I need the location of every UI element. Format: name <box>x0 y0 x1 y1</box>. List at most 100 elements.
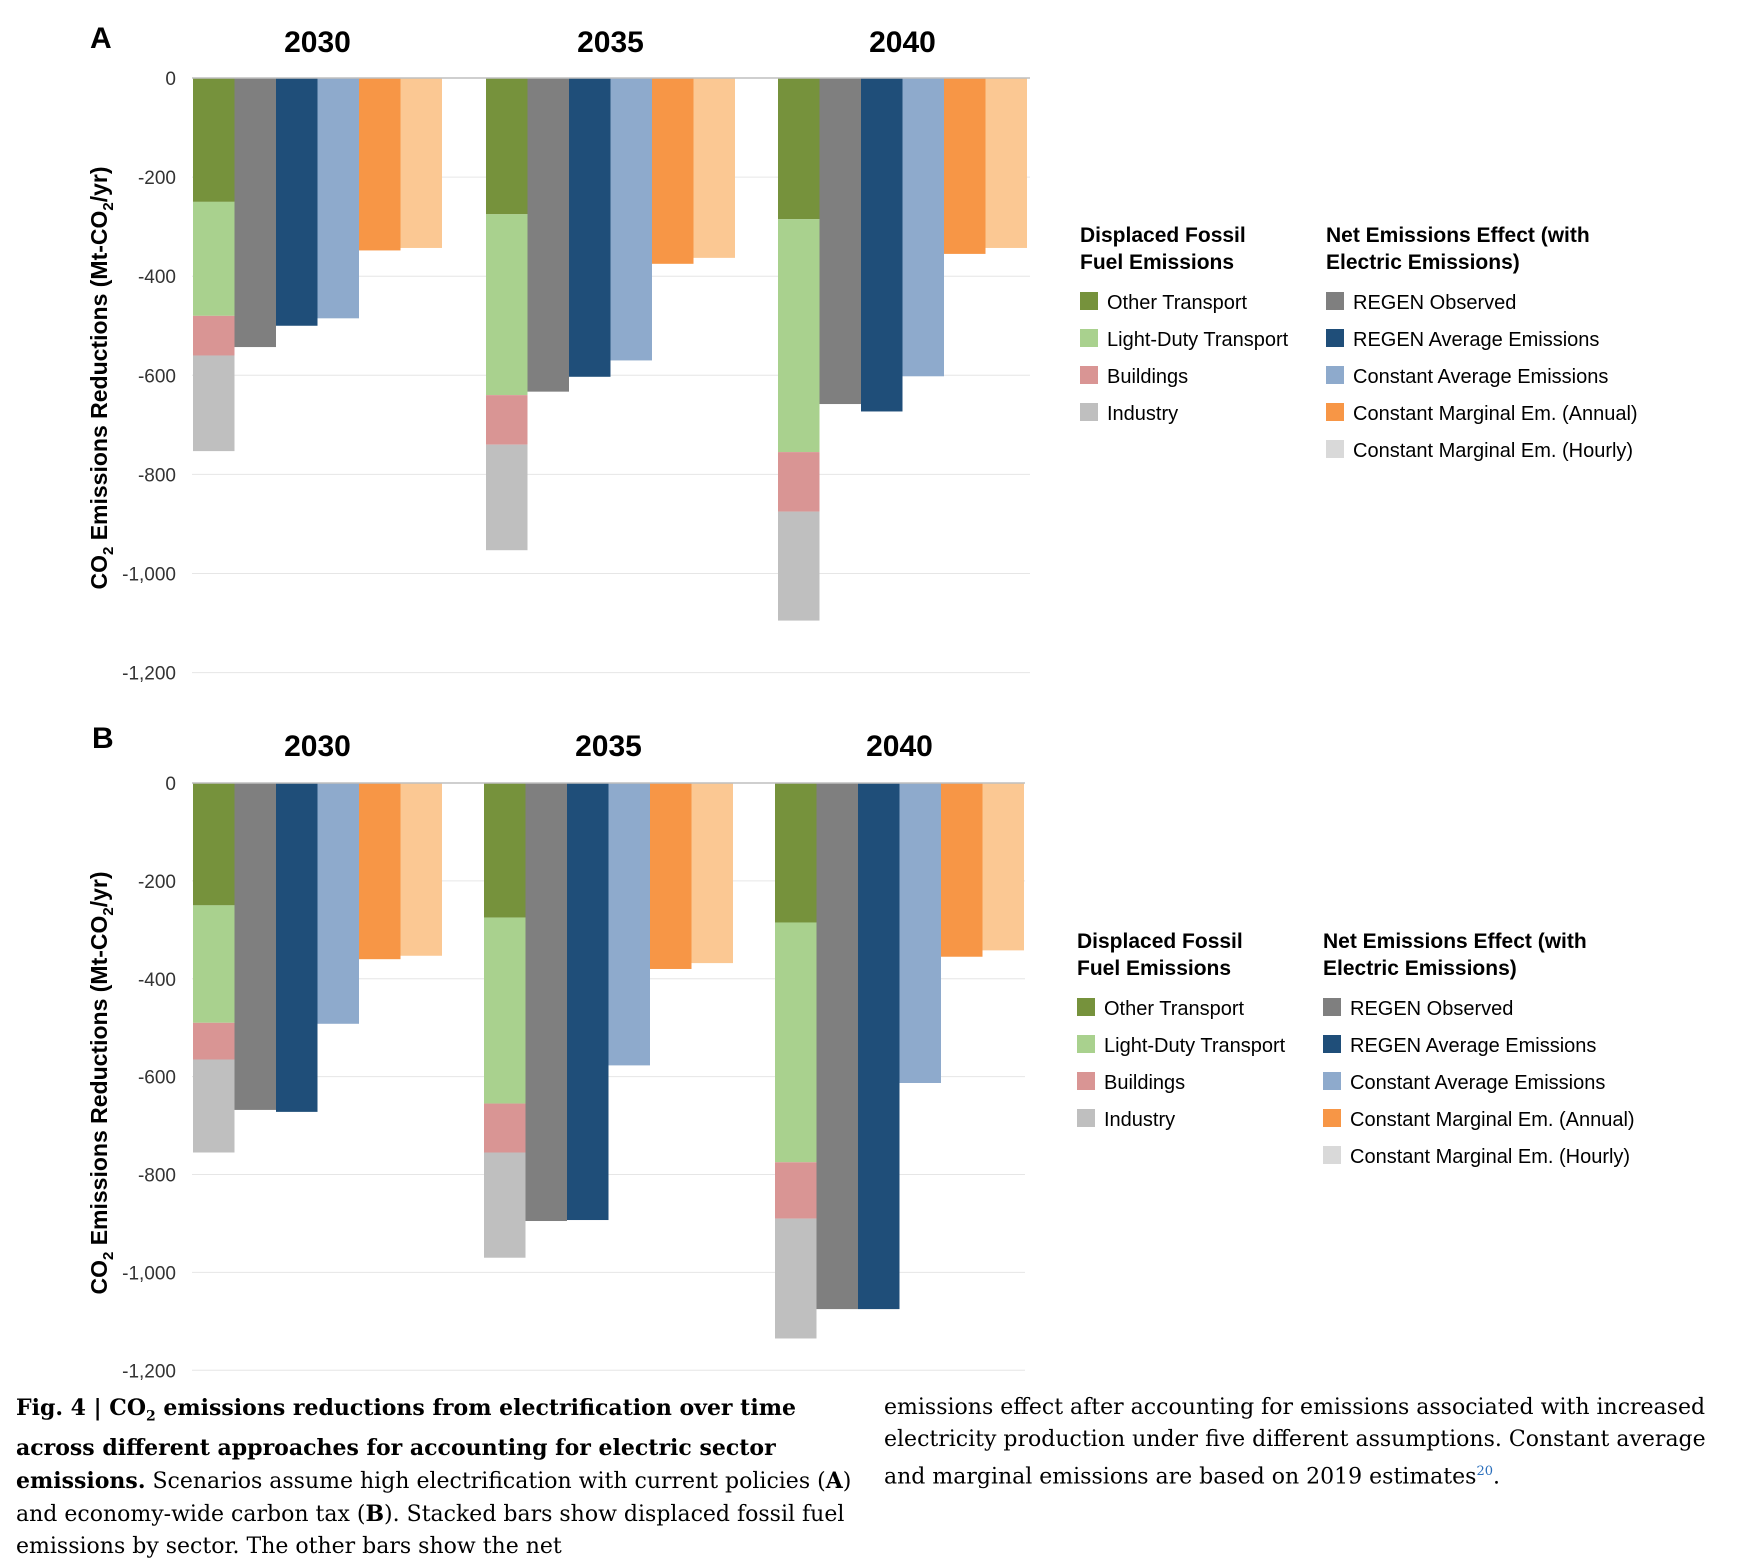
panel-letter: A <box>90 22 112 55</box>
legend-title: Displaced Fossil <box>1080 224 1246 247</box>
legend-swatch <box>1323 1109 1341 1127</box>
caption-title: emissions reductions from electrificatio… <box>16 1395 796 1495</box>
legend-title: Electric Emissions) <box>1326 251 1520 274</box>
group-label-2040: 2040 <box>866 730 933 763</box>
caption-text-1: Scenarios assume high electrification wi… <box>145 1469 826 1495</box>
bar-industry-2040 <box>775 1218 817 1339</box>
bar-regen-observed-2040 <box>816 783 858 1310</box>
bar-buildings-2030 <box>193 1022 235 1060</box>
bar-regen-average-emissions-2030 <box>276 783 318 1112</box>
bar-buildings-2040 <box>775 1162 817 1219</box>
bar-other-transport-2030 <box>193 78 235 202</box>
legend-swatch <box>1323 1072 1341 1090</box>
legend-label: Constant Marginal Em. (Annual) <box>1350 1109 1635 1131</box>
legend-label: Buildings <box>1107 366 1188 388</box>
legend-label: Buildings <box>1104 1072 1185 1094</box>
legend-label: Constant Marginal Em. (Hourly) <box>1353 440 1633 462</box>
bar-regen-average-emissions-2035 <box>569 78 611 377</box>
bar-light-duty-transport-2035 <box>484 917 526 1104</box>
caption-text-2: ) and economy-wide carbon tax ( <box>16 1469 852 1528</box>
bar-constant-marginal-em-annual--2035 <box>652 78 694 264</box>
legend-swatch <box>1077 1035 1095 1053</box>
bar-buildings-2035 <box>484 1103 526 1153</box>
bar-industry-2035 <box>486 444 528 551</box>
legend-label: REGEN Observed <box>1350 998 1513 1020</box>
caption-ref-b: B <box>365 1501 385 1528</box>
y-tick-label: -1,200 <box>122 1361 176 1382</box>
legend-title: Displaced Fossil <box>1077 930 1243 953</box>
legend-swatch <box>1077 998 1095 1016</box>
legend-swatch <box>1326 329 1344 347</box>
bar-industry-2035 <box>484 1152 526 1258</box>
y-tick-label: -200 <box>138 168 176 189</box>
bar-constant-marginal-em-annual--2040 <box>944 78 986 254</box>
legend-swatch <box>1080 403 1098 421</box>
legend-label: Industry <box>1107 403 1178 425</box>
bar-constant-marginal-em-annual--2030 <box>359 78 401 251</box>
caption-fig-label: Fig. 4 | CO <box>16 1395 146 1421</box>
caption-right-text: emissions effect after accounting for em… <box>884 1395 1706 1490</box>
bar-industry-2030 <box>193 1059 235 1153</box>
bar-light-duty-transport-2035 <box>486 214 528 396</box>
legend-swatch <box>1080 366 1098 384</box>
bar-light-duty-transport-2030 <box>193 905 235 1023</box>
bar-constant-marginal-em-hourly--2040 <box>985 78 1027 248</box>
bar-buildings-2040 <box>778 452 820 512</box>
y-tick-label: -200 <box>138 872 176 893</box>
y-tick-label: -1,200 <box>122 664 176 685</box>
bar-constant-average-emissions-2040 <box>902 78 944 377</box>
caption-ref-a: A <box>825 1468 843 1495</box>
legend-swatch <box>1326 440 1344 458</box>
chart-panel-a: A 0 -200 -400 -600 -800 -1,000 -1,200 CO2 Emissi… <box>86 22 1638 685</box>
y-axis-label: CO2 Emissions Reductions (Mt-CO2/yr) <box>86 871 117 1294</box>
y-tick-label: -400 <box>138 970 176 991</box>
legend-title: Net Emissions Effect (with <box>1323 930 1587 953</box>
bar-buildings-2035 <box>486 395 528 445</box>
group-label-2040: 2040 <box>869 26 936 59</box>
legend-title: Fuel Emissions <box>1077 957 1231 980</box>
legend-title: Net Emissions Effect (with <box>1326 224 1590 247</box>
group-label-2030: 2030 <box>284 730 351 763</box>
bar-constant-average-emissions-2035 <box>608 783 650 1066</box>
y-tick-label: -800 <box>138 465 176 486</box>
bar-regen-average-emissions-2040 <box>861 78 903 412</box>
y-tick-label: -1,000 <box>122 565 176 586</box>
bar-light-duty-transport-2040 <box>775 922 817 1163</box>
bar-regen-observed-2035 <box>527 78 569 392</box>
legend-swatch <box>1077 1072 1095 1090</box>
caption-fig-sub: 2 <box>145 1408 156 1425</box>
bar-other-transport-2040 <box>775 783 817 923</box>
bar-other-transport-2040 <box>778 78 820 220</box>
bar-other-transport-2035 <box>484 783 526 918</box>
chart-panel-b: B 0 -200 -400 -600 -800 -1,000 -1,200 CO2 Emissi… <box>86 722 1635 1382</box>
legend-swatch <box>1326 366 1344 384</box>
caption-left-column: Fig. 4 | CO2 emissions reductions from e… <box>16 1392 868 1563</box>
bar-industry-2040 <box>778 511 820 621</box>
legend-label: Industry <box>1104 1109 1175 1131</box>
group-label-2035: 2035 <box>575 730 642 763</box>
bar-regen-observed-2030 <box>234 783 276 1110</box>
bar-constant-marginal-em-annual--2030 <box>359 783 401 960</box>
legend-label: REGEN Average Emissions <box>1350 1035 1596 1057</box>
legend-swatch <box>1323 1035 1341 1053</box>
bar-constant-marginal-em-hourly--2030 <box>400 783 442 956</box>
y-tick-label: -600 <box>138 366 176 387</box>
bar-regen-average-emissions-2040 <box>858 783 900 1310</box>
bar-regen-observed-2035 <box>525 783 567 1222</box>
y-tick-label: 0 <box>165 69 176 90</box>
legend-label: Constant Average Emissions <box>1353 366 1608 388</box>
bar-regen-observed-2040 <box>819 78 861 405</box>
group-label-2030: 2030 <box>284 26 351 59</box>
legend-label: Other Transport <box>1104 998 1245 1020</box>
bar-regen-average-emissions-2030 <box>276 78 318 326</box>
figure-canvas: A 0 -200 -400 -600 -800 -1,000 -1,200 CO2 Emissi… <box>86 22 1638 1382</box>
legend-label: Light-Duty Transport <box>1104 1035 1286 1057</box>
bar-regen-average-emissions-2035 <box>567 783 609 1221</box>
y-tick-label: -1,000 <box>122 1263 176 1284</box>
bar-constant-average-emissions-2035 <box>610 78 652 361</box>
bar-constant-marginal-em-annual--2040 <box>941 783 983 957</box>
bar-constant-marginal-em-hourly--2040 <box>982 783 1024 951</box>
y-tick-label: 0 <box>165 774 176 795</box>
legend-swatch <box>1326 292 1344 310</box>
y-tick-label: -400 <box>138 267 176 288</box>
